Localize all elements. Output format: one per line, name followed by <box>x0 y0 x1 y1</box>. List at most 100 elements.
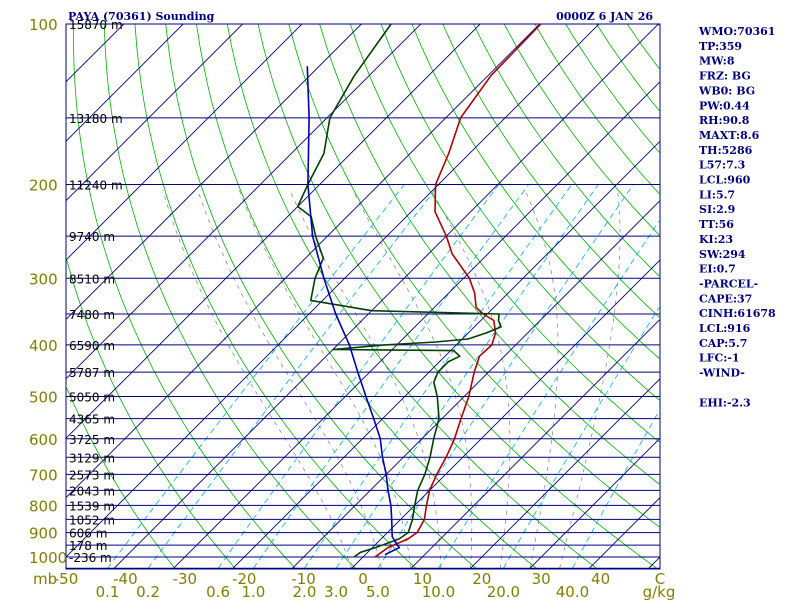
index-item: WMO:70361 <box>698 25 775 38</box>
temperature-tick-label: -10 <box>291 570 316 588</box>
isotherm <box>351 259 660 569</box>
dry-adiabat <box>380 24 660 402</box>
moist-adiabat <box>559 190 621 569</box>
temperature-tick-label: 30 <box>532 570 551 588</box>
index-item: -PARCEL- <box>699 277 758 290</box>
mixing-ratio-label: 1.0 <box>241 583 265 600</box>
mixing-ratio-label: 3.0 <box>324 583 348 600</box>
pressure-unit-label: mb <box>33 570 57 588</box>
temperature-tick-label: 40 <box>591 570 610 588</box>
isotherm <box>66 24 184 142</box>
index-item: CINH:61678 <box>699 307 776 320</box>
index-item: CAPE:37 <box>699 292 752 305</box>
index-item: WB0: BG <box>698 84 755 97</box>
isotherm <box>470 378 660 569</box>
index-item: TP:359 <box>699 40 742 53</box>
isotherm <box>66 24 244 202</box>
index-item: TT:56 <box>699 218 734 231</box>
index-item: CAP:5.7 <box>699 337 747 350</box>
isotherm <box>66 24 303 261</box>
index-item: LCL:916 <box>699 322 751 335</box>
height-label: 7480 m <box>69 308 115 322</box>
temperature-tick-label: 0 <box>358 570 368 588</box>
mixing-ratio-line <box>217 184 500 569</box>
temperature-tick-label: -20 <box>232 570 257 588</box>
dry-adiabat <box>411 24 660 360</box>
mixing-ratio-label: 10.0 <box>422 583 455 600</box>
mixing-ratio-label: 0.2 <box>136 583 160 600</box>
mixing-ratio-label: 0.1 <box>96 583 120 600</box>
temperature-trace <box>374 24 542 558</box>
mixing-ratio-line <box>107 184 405 569</box>
height-label: 3129 m <box>69 451 115 465</box>
isotherm <box>232 140 660 569</box>
moist-adiabat <box>352 190 473 569</box>
moist-adiabat <box>197 190 382 569</box>
mixing-ratio-line <box>253 184 530 569</box>
index-item: L57:7.3 <box>699 159 745 172</box>
mixing-ratio-label: 2.0 <box>293 583 317 600</box>
pressure-tick-label: 500 <box>29 389 58 407</box>
index-item: MAXT:8.6 <box>699 129 760 142</box>
isotherm <box>410 318 660 569</box>
index-item: EI:0.7 <box>699 263 736 276</box>
dry-adiabat <box>196 24 537 569</box>
pressure-tick-label: 400 <box>29 337 58 355</box>
mixing-ratio-line <box>335 184 599 569</box>
height-label: 8510 m <box>69 272 115 286</box>
height-label: 606 m <box>69 527 107 541</box>
pressure-tick-label: 100 <box>29 16 58 34</box>
height-label: 1052 m <box>69 513 115 527</box>
sounding-traces <box>296 24 542 558</box>
index-item: EHI:-2.3 <box>699 396 751 409</box>
grid-lines <box>66 24 660 569</box>
mixing-ratio-line <box>503 305 660 569</box>
mixing-ratio-unit-label: g/kg <box>643 583 676 600</box>
pressure-tick-label: 200 <box>29 176 58 194</box>
isotherm <box>66 24 422 380</box>
temperature-unit-label: C <box>655 570 665 588</box>
temperature-tick-label: -40 <box>113 570 138 588</box>
height-label: 9740 m <box>69 230 115 244</box>
index-item: FRZ: BG <box>699 70 751 83</box>
height-label: 4365 m <box>69 413 115 427</box>
index-item: LCL:960 <box>699 174 751 187</box>
height-label: 13180 m <box>69 112 123 126</box>
mixing-ratio-label: 40.0 <box>556 583 589 600</box>
plot-frame <box>65 23 661 570</box>
dry-adiabat <box>134 24 416 569</box>
temperature-tick-label: 20 <box>472 570 491 588</box>
dry-adiabat <box>165 24 477 569</box>
height-label: 11240 m <box>69 178 123 192</box>
index-item: LI:5.7 <box>699 188 735 201</box>
index-item: RH:90.8 <box>699 114 750 127</box>
moist-adiabat <box>430 190 511 569</box>
height-label: 2573 m <box>69 468 115 482</box>
index-item: SI:2.9 <box>699 203 735 216</box>
index-item: KI:23 <box>699 233 733 246</box>
mixing-ratio-label: 20.0 <box>487 583 520 600</box>
dry-adiabat <box>319 24 660 486</box>
isotherm <box>66 24 541 499</box>
temperature-tick-label: -30 <box>173 570 198 588</box>
isotherm <box>529 437 660 569</box>
isotherm <box>173 81 660 569</box>
pressure-tick-label: 1000 <box>29 549 67 567</box>
height-label: 5050 m <box>69 391 115 405</box>
mixing-ratio-line <box>438 219 660 569</box>
index-item: LFC:-1 <box>699 352 740 365</box>
parcel-trace <box>306 66 400 556</box>
index-item: -WIND- <box>699 367 745 380</box>
isotherm <box>291 199 660 569</box>
dry-adiabat <box>473 24 660 278</box>
pressure-tick-label: 300 <box>29 270 58 288</box>
dry-adiabat <box>66 255 236 569</box>
isotherm <box>66 24 481 439</box>
height-label: 178 m <box>69 539 107 553</box>
pressure-tick-label: 700 <box>29 466 58 484</box>
chart-title: PAYA (70361) Sounding <box>68 10 215 23</box>
temperature-tick-label: -50 <box>54 570 79 588</box>
height-label: 3725 m <box>69 433 115 447</box>
